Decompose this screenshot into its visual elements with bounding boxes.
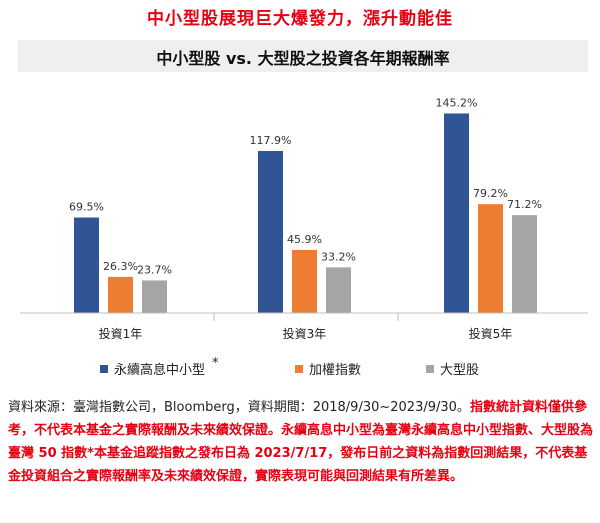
legend-footnote-mark: * <box>212 356 219 371</box>
source-note: 資料來源：臺灣指數公司，Bloomberg，資料期間：2018/9/30~202… <box>8 396 594 488</box>
category-tick-label: 投資3年 <box>283 326 327 341</box>
category-tick-label: 投資5年 <box>469 326 513 341</box>
legend-label: 加權指數 <box>309 363 361 378</box>
source-plain-text: 資料來源：臺灣指數公司，Bloomberg，資料期間：2018/9/30~202… <box>8 400 470 415</box>
legend-swatch <box>295 365 303 373</box>
bar-3-2 <box>326 267 351 313</box>
bar-2-2 <box>292 249 317 313</box>
source-disclaimer-text: 指數統計資料僅供參考，不代表本基金之實際報酬及未來績效保證。永續高息中小型為臺灣… <box>8 400 594 484</box>
bar-chart: 69.5% 26.3% 23.7% 117.9% 45.9% 33.2% 145.2% 79.… <box>20 96 588 378</box>
bar-1-1 <box>74 217 99 313</box>
chart-title-band: 中小型股 vs. 大型股之投資各年期報酬率 <box>18 40 588 72</box>
legend-label: 永續高息中小型 <box>114 362 205 378</box>
bar-2-1 <box>108 276 133 313</box>
data-label: 45.9% <box>287 233 322 246</box>
chart-title: 中小型股 vs. 大型股之投資各年期報酬率 <box>156 49 450 68</box>
bar-2-3 <box>478 204 503 313</box>
category-tick-label: 投資1年 <box>99 326 143 341</box>
bar-3-3 <box>512 215 537 313</box>
data-label: 69.5% <box>69 200 104 213</box>
data-label: 79.2% <box>473 187 508 200</box>
bar-1-2 <box>258 150 283 313</box>
legend-swatch <box>100 365 108 373</box>
legend-label: 大型股 <box>440 363 479 378</box>
data-label: 145.2% <box>436 96 478 109</box>
data-label: 26.3% <box>103 260 138 273</box>
bar-1-3 <box>444 113 469 313</box>
data-label: 33.2% <box>321 250 356 263</box>
headline: 中小型股展現巨大爆發力，漲升動能佳 <box>147 9 453 29</box>
data-label: 23.7% <box>137 263 172 276</box>
legend-swatch <box>426 365 434 373</box>
data-label: 117.9% <box>250 134 292 147</box>
bar-3-1 <box>142 280 167 313</box>
data-label: 71.2% <box>507 198 542 211</box>
